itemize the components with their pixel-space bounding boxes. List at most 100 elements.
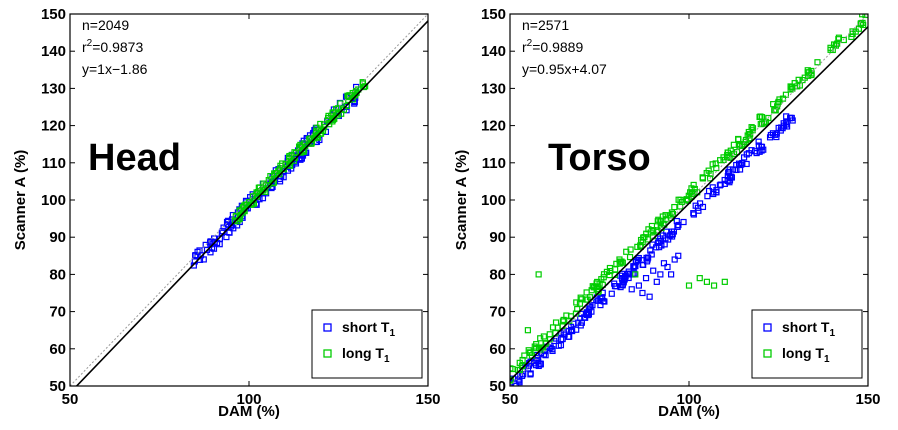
stat-fit-equation: y=0.95x+4.07 — [522, 61, 607, 77]
data-point-long — [237, 211, 244, 218]
data-point-long — [814, 59, 821, 66]
data-point-long — [762, 118, 769, 125]
data-point-long — [779, 95, 787, 102]
data-point-long — [577, 294, 584, 301]
data-point-long — [796, 82, 803, 89]
data-point-short — [650, 267, 657, 274]
data-point-short — [223, 233, 230, 241]
data-point-short — [674, 223, 681, 230]
legend: short T1 long T1 — [751, 309, 863, 379]
data-point-short — [192, 252, 199, 259]
data-point-long — [273, 169, 280, 177]
y-tick-label: 140 — [481, 43, 506, 60]
legend-box — [751, 309, 863, 379]
data-point-long — [574, 305, 581, 313]
y-axis-label: Scanner A (%) — [453, 150, 470, 251]
legend-box — [311, 309, 423, 379]
stat-r-squared: r2=0.9889 — [522, 38, 583, 55]
plot-area — [70, 14, 428, 386]
data-point-long — [632, 271, 639, 278]
data-point-short — [704, 193, 711, 200]
y-tick-label: 150 — [41, 6, 66, 23]
data-point-long — [560, 316, 567, 324]
x-tick-label: 150 — [415, 391, 440, 408]
data-point-short — [695, 207, 702, 214]
data-point-short — [789, 117, 796, 124]
data-point-long — [840, 36, 847, 44]
data-point-short — [196, 247, 203, 254]
data-point-long — [329, 109, 336, 116]
data-point-long — [248, 201, 255, 208]
plot-area — [510, 14, 868, 386]
data-point-short — [780, 120, 787, 127]
data-point-long — [690, 181, 697, 189]
data-point-long — [300, 140, 307, 147]
y-tick-label: 50 — [49, 378, 66, 395]
data-point-short — [675, 252, 682, 259]
data-point-long — [559, 318, 566, 325]
data-point-long — [706, 175, 714, 182]
data-point-long — [710, 282, 718, 289]
data-point-short — [628, 286, 635, 293]
data-point-short — [225, 217, 232, 224]
data-point-long — [645, 226, 652, 233]
data-point-short — [632, 258, 639, 266]
data-point-short — [658, 242, 665, 249]
y-tick-label: 140 — [41, 43, 66, 60]
data-point-short — [608, 290, 615, 297]
data-point-short — [631, 270, 638, 277]
data-point-short — [713, 187, 720, 194]
data-point-short — [583, 309, 591, 316]
data-point-long — [724, 149, 731, 156]
data-point-short — [721, 180, 728, 187]
data-point-long — [313, 124, 320, 131]
data-point-short — [758, 143, 765, 150]
y-tick-label: 60 — [49, 341, 66, 358]
data-point-short — [736, 161, 743, 169]
data-point-long — [590, 284, 597, 291]
data-point-short — [210, 245, 218, 252]
data-point-long — [619, 259, 626, 266]
data-point-long — [787, 83, 794, 90]
data-point-short — [733, 161, 740, 169]
fit-line — [510, 26, 868, 381]
data-point-long — [748, 124, 755, 131]
data-point-long — [863, 14, 868, 15]
head-panel: 50 60 70 80 90 100 110 120 130 140 150 50 100 150 DAM … — [12, 6, 441, 420]
legend-label: short T1 — [782, 319, 835, 339]
stat-r-squared: r2=0.9873 — [82, 38, 143, 55]
y-tick-label: 70 — [49, 304, 66, 321]
data-point-long — [539, 344, 546, 351]
fit-line — [75, 20, 428, 386]
data-point-short — [582, 310, 589, 317]
data-point-long — [600, 274, 607, 281]
data-point-long — [648, 222, 656, 230]
y-axis-label: Scanner A (%) — [12, 150, 29, 251]
data-point-short — [642, 275, 650, 282]
legend-label: short T1 — [342, 319, 395, 339]
data-point-long — [688, 192, 695, 200]
data-point-short — [783, 123, 791, 130]
data-point-long — [713, 164, 720, 172]
stat-fit-equation: y=1x−1.86 — [82, 61, 148, 77]
data-point-short — [740, 154, 748, 161]
data-point-long — [249, 193, 257, 200]
data-point-short — [660, 260, 668, 267]
data-point-long — [696, 275, 703, 282]
data-point-long — [776, 96, 783, 103]
data-point-long — [640, 234, 647, 241]
legend-marker — [763, 349, 772, 358]
data-point-short — [653, 278, 660, 285]
data-point-short — [667, 271, 675, 278]
data-point-long — [360, 83, 367, 91]
data-point-long — [709, 161, 716, 168]
data-point-long — [359, 80, 367, 87]
data-point-short — [597, 295, 604, 302]
data-point-long — [795, 76, 802, 83]
stat-n: n=2049 — [82, 17, 129, 33]
data-point-long — [671, 203, 678, 211]
data-point-short — [551, 337, 558, 345]
data-point-short — [557, 342, 565, 349]
x-axis-label: DAM (%) — [218, 403, 280, 420]
legend-marker — [763, 323, 772, 332]
